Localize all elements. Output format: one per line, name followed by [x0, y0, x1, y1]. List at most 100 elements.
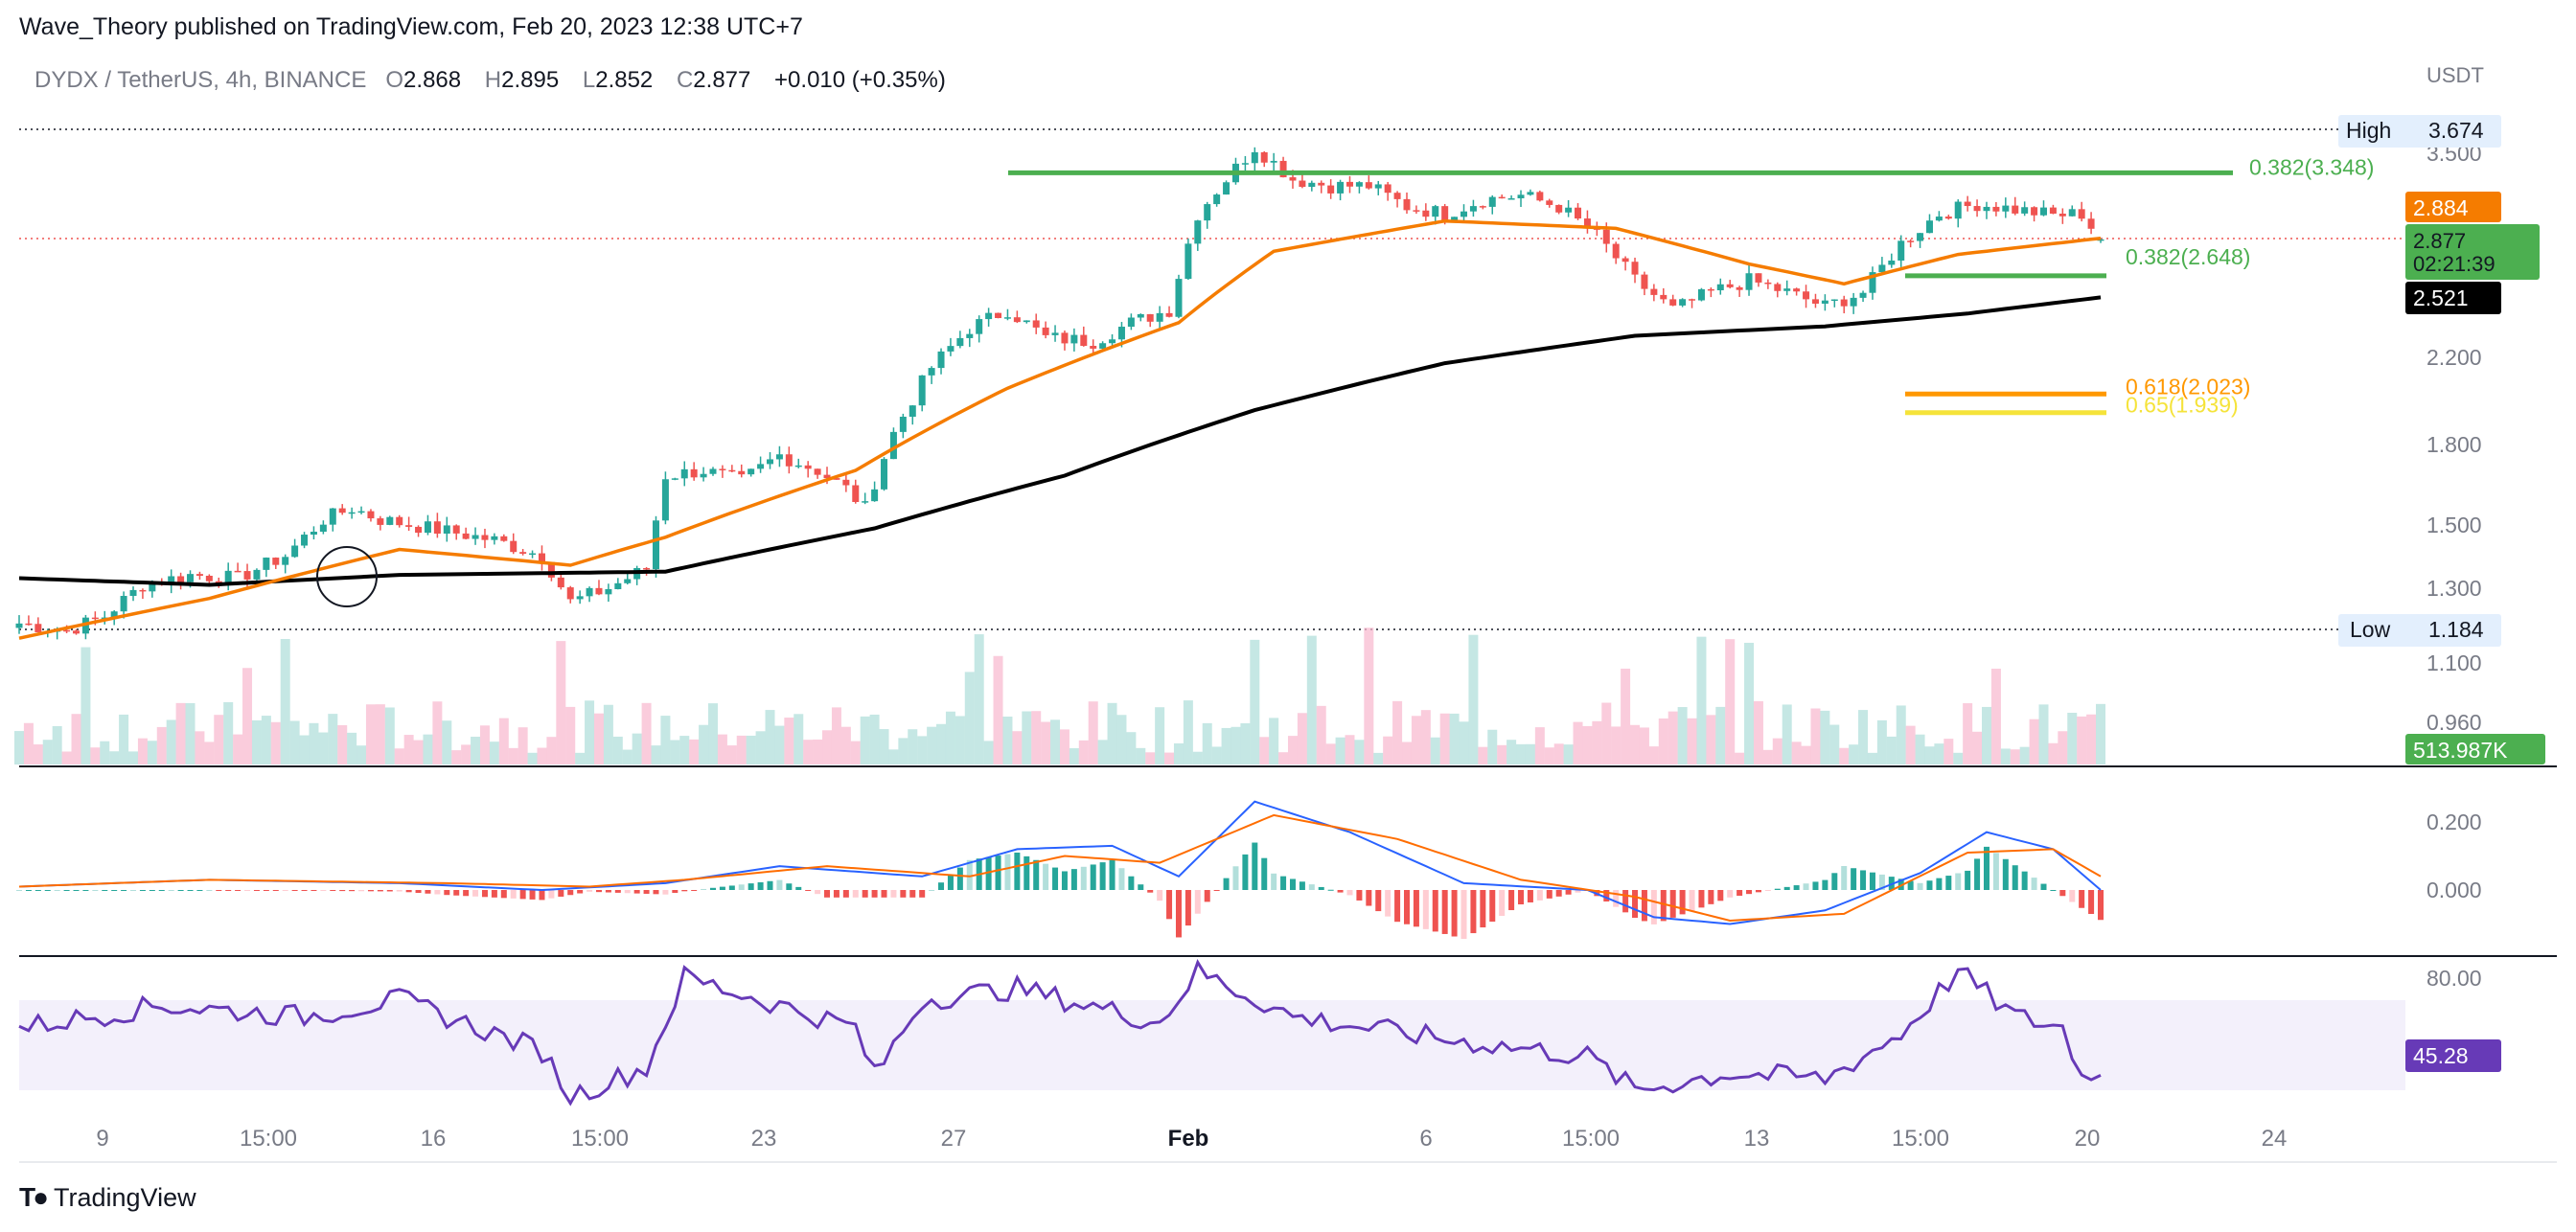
- candle-body: [1898, 240, 1905, 261]
- candle-body: [956, 337, 964, 347]
- candle-body: [690, 468, 698, 478]
- macd-histogram-bar: [92, 890, 99, 891]
- macd-histogram-bar: [1983, 846, 1990, 890]
- candle-body: [1355, 182, 1363, 187]
- macd-histogram-bar: [481, 890, 488, 898]
- candle-body: [557, 577, 564, 588]
- candle-body: [2031, 207, 2038, 216]
- volume-bar: [1668, 711, 1678, 764]
- candle-body: [1451, 217, 1459, 220]
- volume-bar: [1648, 746, 1659, 764]
- candle-body: [1546, 200, 1553, 205]
- candle-body: [462, 533, 470, 539]
- macd-histogram-bar: [2031, 878, 2037, 890]
- macd-histogram-bar: [130, 890, 137, 891]
- candle-body: [2002, 205, 2010, 212]
- volume-bar: [1525, 743, 1535, 764]
- candle-body: [1156, 312, 1163, 322]
- volume-bar: [565, 706, 576, 764]
- macd-tick-label: 0.000: [2426, 878, 2482, 902]
- candle-body: [234, 570, 242, 573]
- volume-bar: [413, 740, 424, 764]
- macd-histogram-bar: [1385, 890, 1392, 917]
- volume-bar: [1630, 724, 1641, 764]
- macd-histogram-bar: [1289, 878, 1296, 890]
- macd-histogram-bar: [358, 890, 365, 892]
- candle-body: [1507, 198, 1515, 200]
- time-tick-label: Feb: [1168, 1126, 1209, 1152]
- volume-bar: [2000, 748, 2011, 764]
- volume-bar: [242, 668, 253, 764]
- candle-body: [291, 545, 299, 558]
- volume-bar: [1876, 719, 1887, 764]
- volume-bar: [1050, 719, 1061, 764]
- candle-body: [2097, 239, 2104, 241]
- candle-body: [120, 596, 127, 612]
- macd-histogram-bar: [1992, 853, 1999, 890]
- macd-histogram-bar: [415, 890, 422, 894]
- volume-bar: [1772, 738, 1782, 764]
- tradingview-brand[interactable]: T● TradingView: [19, 1182, 196, 1213]
- volume-bar: [52, 725, 62, 764]
- candle-body: [1755, 273, 1762, 283]
- macd-histogram-bar: [1470, 890, 1477, 934]
- volume-bar: [1744, 642, 1755, 764]
- candle-body: [129, 589, 137, 597]
- candle-body: [168, 576, 175, 585]
- macd-histogram-bar: [396, 890, 402, 892]
- macd-histogram-bar: [1727, 890, 1734, 898]
- candle-body: [263, 558, 270, 570]
- macd-histogram-bar: [1669, 890, 1676, 918]
- volume-bar: [1383, 736, 1393, 764]
- candle-body: [1954, 201, 1962, 219]
- candle-body: [966, 333, 974, 338]
- volume-bar: [2067, 713, 2078, 764]
- volume-bar: [80, 647, 91, 764]
- volume-bar: [2010, 749, 2020, 764]
- macd-histogram-bar: [719, 886, 725, 890]
- candle-body: [1774, 284, 1782, 291]
- volume-bar: [1478, 746, 1488, 764]
- macd-histogram-bar: [1622, 890, 1629, 913]
- candle-body: [510, 540, 518, 553]
- high-badge-label: High: [2346, 118, 2391, 143]
- candle-body: [614, 582, 622, 589]
- candle-body: [1099, 343, 1107, 349]
- candle-body: [15, 623, 23, 628]
- macd-histogram-bar: [1118, 868, 1125, 890]
- macd-histogram-bar: [16, 890, 22, 891]
- volume-bar: [1553, 743, 1564, 764]
- macd-histogram-bar: [367, 890, 374, 892]
- candle-body: [2049, 207, 2057, 215]
- candle-body: [1270, 160, 1277, 163]
- volume-bar: [479, 725, 490, 764]
- volume-bar: [1164, 752, 1175, 764]
- candle-body: [519, 552, 527, 554]
- volume-bar: [593, 713, 604, 764]
- volume-bar: [1468, 634, 1479, 764]
- macd-histogram-bar: [805, 890, 812, 891]
- volume-bar: [204, 741, 215, 764]
- macd-histogram-bar: [1878, 874, 1885, 890]
- macd-histogram-bar: [1660, 890, 1667, 922]
- volume-bar: [1839, 747, 1850, 764]
- volume-bar: [1012, 731, 1023, 764]
- candle-body: [995, 312, 1002, 318]
- volume-bar: [993, 655, 1003, 764]
- ema50-badge-text: 2.884: [2413, 195, 2469, 220]
- candle-body: [1299, 180, 1306, 188]
- macd-histogram-bar: [1860, 870, 1867, 890]
- macd-histogram-bar: [909, 890, 916, 898]
- volume-bar: [774, 725, 785, 764]
- macd-histogram-bar: [444, 890, 450, 896]
- volume-bar: [784, 718, 794, 764]
- candle-body: [881, 459, 888, 490]
- volume-bar: [860, 716, 870, 764]
- volume-bar: [879, 729, 889, 764]
- candle-body: [1184, 243, 1192, 280]
- candle-body: [243, 571, 251, 580]
- volume-bar: [233, 734, 243, 764]
- macd-histogram-bar: [1404, 890, 1410, 924]
- macd-histogram-bar: [1432, 890, 1438, 932]
